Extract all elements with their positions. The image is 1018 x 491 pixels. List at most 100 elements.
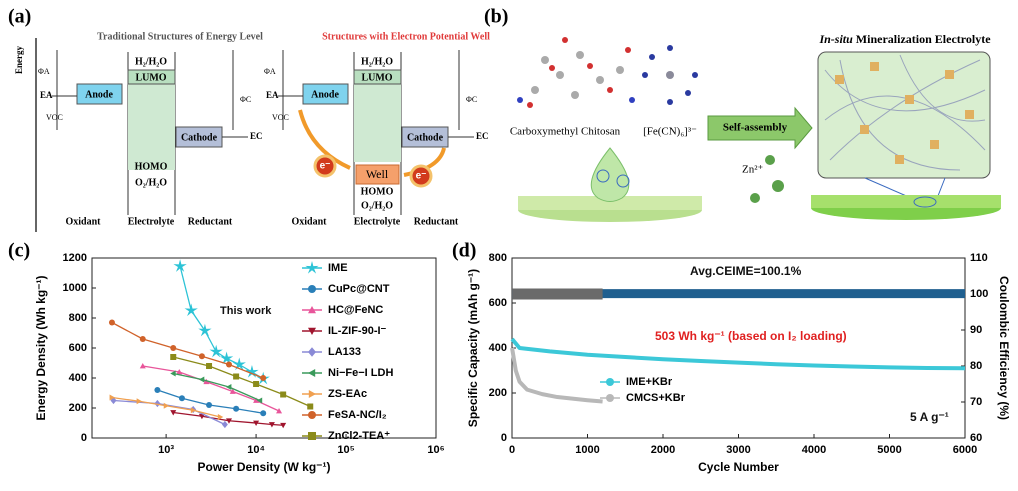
anode-box bbox=[302, 83, 349, 105]
title-italic: In-situ bbox=[818, 32, 853, 46]
x-tick-label: 0 bbox=[509, 444, 515, 456]
panel-label: (b) bbox=[484, 6, 508, 28]
legend-marker bbox=[308, 306, 316, 314]
series-line bbox=[142, 365, 280, 412]
region: Oxidant bbox=[291, 216, 327, 227]
data-point bbox=[163, 402, 170, 409]
phi-a: ΦA bbox=[38, 67, 50, 76]
y2-tick-label: 60 bbox=[970, 432, 982, 444]
y2-tick-label: 110 bbox=[970, 252, 988, 264]
y-tick-label: 0 bbox=[81, 432, 87, 444]
diagram-title: Traditional Structures of Energy Level bbox=[97, 31, 263, 42]
level: HOMO bbox=[361, 186, 394, 197]
x-tick-label: 3000 bbox=[726, 444, 750, 456]
data-point bbox=[233, 373, 240, 380]
data-point bbox=[206, 402, 213, 408]
y2-tick-label: 80 bbox=[970, 360, 982, 372]
lumo-box bbox=[127, 69, 176, 85]
y2-tick-label: 100 bbox=[970, 288, 988, 300]
data-point bbox=[170, 370, 176, 377]
phi-a: ΦA bbox=[264, 67, 276, 76]
legend-marker bbox=[308, 327, 316, 335]
data-point bbox=[198, 376, 205, 383]
series-line bbox=[173, 411, 284, 426]
legend-marker bbox=[308, 411, 316, 419]
y-tick-label: 800 bbox=[69, 312, 87, 324]
data-point bbox=[253, 397, 260, 403]
panel-b-title: In-situ Mineralization Electrolyte bbox=[818, 32, 991, 46]
data-point bbox=[256, 397, 263, 404]
molecule-label: [Fe(CN)₆]³⁻ bbox=[643, 126, 697, 138]
data-point bbox=[280, 391, 287, 398]
legend-label: IME bbox=[328, 262, 348, 274]
data-point bbox=[206, 363, 213, 369]
data-point bbox=[260, 410, 267, 417]
anode: Anode bbox=[311, 89, 339, 100]
y-tick-label: 600 bbox=[69, 342, 87, 354]
y2-tick-label: 90 bbox=[970, 324, 982, 336]
level: O₂/H₂O bbox=[135, 177, 167, 188]
legend-label: FeSA-NC/I₂ bbox=[328, 409, 387, 421]
legend-label: LA133 bbox=[328, 346, 361, 358]
axis-label: Energy bbox=[14, 46, 24, 74]
well-label: Well bbox=[366, 167, 389, 181]
x-tick-label: 10⁴ bbox=[247, 444, 265, 456]
annotation: 503 Wh kg⁻¹ (based on I₂ loading) bbox=[655, 329, 847, 343]
legend-label: IL-ZIF-90-I⁻ bbox=[328, 325, 387, 337]
data-point bbox=[307, 403, 314, 410]
data-point bbox=[139, 336, 146, 342]
series-line bbox=[113, 399, 226, 426]
data-point bbox=[170, 410, 177, 416]
data-point bbox=[217, 414, 224, 420]
anode-box bbox=[76, 83, 123, 105]
x-tick-label: 10³ bbox=[158, 444, 174, 456]
data-point bbox=[176, 369, 183, 375]
x-tick-label: 1000 bbox=[575, 444, 599, 456]
x-tick-label: 10⁵ bbox=[337, 444, 354, 456]
y-tick-label: 1000 bbox=[63, 282, 87, 294]
panel-label: (d) bbox=[452, 240, 476, 262]
ve: VOC bbox=[272, 113, 289, 122]
panel-label: (a) bbox=[8, 6, 31, 28]
y-tick-label: 400 bbox=[69, 372, 87, 384]
series-line bbox=[111, 321, 264, 379]
ion-label: Zn²⁺ bbox=[742, 164, 764, 176]
data-point bbox=[184, 303, 198, 317]
region: Electrolyte bbox=[128, 216, 175, 227]
level: LUMO bbox=[361, 72, 392, 83]
legend-label: ZS-EAc bbox=[328, 388, 367, 400]
x-tick-label: 5000 bbox=[877, 444, 901, 456]
region: Reductant bbox=[188, 216, 233, 227]
data-point bbox=[229, 388, 236, 394]
level: HOMO bbox=[135, 161, 168, 172]
data-point bbox=[221, 420, 228, 429]
data-point bbox=[245, 365, 259, 378]
data-point bbox=[232, 357, 246, 371]
legend-marker bbox=[308, 347, 316, 357]
e-c: EC bbox=[250, 131, 263, 141]
data-point bbox=[198, 353, 205, 360]
e-a: EA bbox=[40, 90, 53, 100]
y-axis-label: Energy Density (Wh kg⁻¹) bbox=[34, 275, 48, 420]
cathode: Cathode bbox=[181, 132, 218, 143]
plot-frame bbox=[511, 257, 966, 439]
series-line bbox=[173, 372, 261, 402]
region: Electrolyte bbox=[354, 216, 401, 227]
ve: VOC bbox=[46, 113, 63, 122]
level: O₂/H₂O bbox=[361, 200, 393, 211]
arrow-label: Self-assembly bbox=[723, 122, 788, 134]
legend-label: CMCS+KBr bbox=[626, 392, 686, 404]
y2-axis-label: Coulombic Efficiency (%) bbox=[997, 276, 1011, 420]
molecule-label: Carboxymethyl Chitosan bbox=[510, 126, 621, 138]
region: Oxidant bbox=[65, 216, 101, 227]
level: LUMO bbox=[135, 72, 166, 83]
level: H₂/H₂O bbox=[135, 56, 167, 67]
title-rest: Mineralization Electrolyte bbox=[856, 32, 991, 46]
data-point bbox=[225, 418, 232, 424]
legend-marker bbox=[308, 285, 316, 293]
annotation: This work bbox=[220, 305, 272, 317]
x-axis-label: Cycle Number bbox=[698, 460, 779, 474]
data-point bbox=[268, 422, 275, 428]
data-point bbox=[225, 361, 232, 368]
